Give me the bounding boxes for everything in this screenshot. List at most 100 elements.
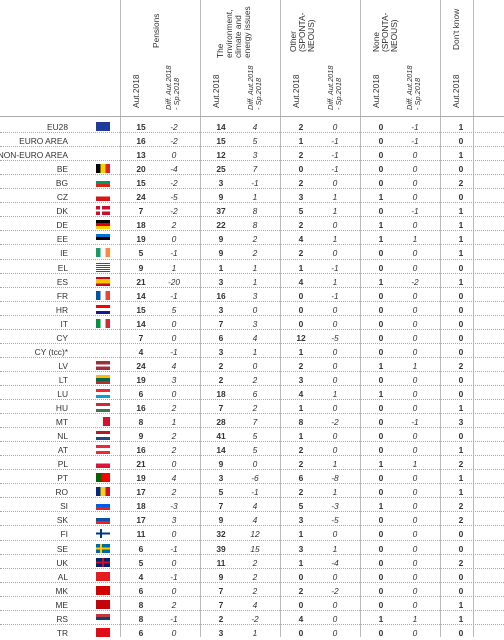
diff-value-cell: 0	[332, 599, 338, 610]
diff-value-cell: -1	[251, 178, 259, 189]
aut-value-cell: 1	[378, 501, 384, 512]
aut-value-cell: 1	[378, 613, 384, 624]
row-divider	[0, 539, 504, 541]
aut-value-cell: 21	[136, 276, 146, 287]
aut-value-cell: 0	[298, 318, 304, 329]
table-row: DK 7 -2 37 8 5 1 0 -1 1	[0, 203, 504, 218]
country-name: PT	[57, 473, 68, 484]
country-name: CY (tcc)*	[34, 346, 68, 357]
row-divider	[0, 497, 504, 499]
aut-value-cell: 0	[378, 417, 384, 428]
row-divider	[0, 384, 504, 386]
tr-flag-icon	[96, 627, 110, 637]
diff-value-cell: -1	[170, 543, 178, 554]
country-name: LT	[58, 374, 68, 385]
aut-value-cell: 2	[298, 360, 304, 371]
aut-value-cell: 14	[136, 318, 146, 329]
diff-value-cell: 1	[412, 613, 418, 624]
aut-value-cell: 0	[378, 346, 384, 357]
be-flag-icon	[96, 164, 110, 174]
aut-value-cell: 0	[298, 304, 304, 315]
aut-value-cell: 0	[458, 529, 464, 540]
diff-value-cell: 8	[252, 206, 258, 217]
table-row: BE 20 -4 25 7 0 -1 0 0 0	[0, 161, 504, 176]
table-row: EURO AREA 16 -2 15 5 1 -1 0 -1 0	[0, 133, 504, 148]
grid-line	[360, 0, 361, 637]
aut-value-cell: 15	[216, 136, 226, 147]
row-divider	[0, 356, 504, 358]
country-name: HR	[55, 304, 68, 315]
diff-value-cell: 1	[171, 262, 177, 273]
country-name: UK	[56, 557, 68, 568]
diff-value-cell: -2	[170, 122, 178, 132]
aut-value-cell: 2	[298, 585, 304, 596]
mk-flag-icon	[96, 585, 110, 595]
table-row: SK 17 3 9 4 3 -5 0 0 2	[0, 512, 504, 527]
aut-value-cell: 17	[136, 487, 146, 498]
aut-value-cell: 0	[458, 332, 464, 343]
aut-value-cell: 32	[216, 529, 226, 540]
country-name: SE	[56, 543, 68, 554]
diff-value-cell: -6	[251, 473, 259, 484]
row-divider	[0, 160, 504, 162]
pl-flag-icon	[96, 459, 110, 469]
diff-value-cell: 0	[171, 234, 177, 245]
aut-value-cell: 0	[378, 178, 384, 189]
country-name: AL	[57, 571, 68, 582]
aut-value-cell: 0	[458, 304, 464, 315]
diff-value-cell: -2	[331, 585, 339, 596]
aut-value-cell: 4	[298, 388, 304, 399]
aut-value-cell: 0	[458, 136, 464, 147]
grid-line	[440, 0, 441, 637]
country-name: ES	[56, 276, 68, 287]
aut-value-cell: 0	[458, 388, 464, 399]
table-row: CY 7 0 6 4 12 -5 0 0 0	[0, 330, 504, 345]
diff-value-cell: -1	[411, 122, 419, 132]
row-divider	[0, 132, 504, 134]
aut-value-cell: 21	[136, 459, 146, 470]
diff-value-cell: -1	[331, 136, 339, 147]
aut-value-cell: 0	[378, 557, 384, 568]
diff-value-cell: 0	[332, 248, 338, 259]
aut-value-cell: 1	[458, 487, 464, 498]
aut-value-cell: 1	[298, 262, 304, 273]
row-divider	[0, 146, 504, 148]
grid-line	[473, 0, 474, 637]
aut-value-cell: 2	[458, 178, 464, 189]
aut-value-cell: 17	[136, 515, 146, 526]
aut-value-cell: 0	[378, 403, 384, 413]
aut-value-cell: 19	[136, 234, 146, 245]
aut-value-cell: 1	[378, 360, 384, 371]
hu-flag-icon	[96, 403, 110, 412]
diff-value-cell: 0	[412, 262, 418, 273]
table-row: PT 19 4 3 -6 6 -8 0 0 1	[0, 470, 504, 485]
country-name: PL	[57, 459, 68, 470]
diff-value-cell: -1	[170, 290, 178, 301]
subheader-aut-pensions: Aut.2018	[131, 74, 141, 108]
country-name: MT	[55, 417, 68, 428]
row-divider	[0, 413, 504, 415]
diff-value-cell: -4	[331, 557, 339, 568]
table-row: NL 9 2 41 5 1 0 0 0 0	[0, 428, 504, 443]
diff-value-cell: 0	[332, 529, 338, 540]
aut-value-cell: 24	[136, 360, 146, 371]
diff-value-cell: 0	[332, 346, 338, 357]
diff-value-cell: -1	[411, 417, 419, 428]
aut-value-cell: 6	[298, 473, 304, 484]
diff-value-cell: 0	[412, 388, 418, 399]
diff-value-cell: 1	[252, 346, 258, 357]
aut-value-cell: 0	[378, 248, 384, 259]
si-flag-icon	[96, 501, 110, 511]
header-none: None (SPONTA- NEOUS)	[371, 12, 399, 52]
aut-value-cell: 0	[298, 290, 304, 301]
aut-value-cell: 13	[136, 150, 146, 161]
diff-value-cell: 7	[252, 164, 258, 175]
table-row: LT 19 3 2 2 3 0 0 0 0	[0, 372, 504, 387]
diff-value-cell: 0	[332, 360, 338, 371]
aut-value-cell: 7	[218, 403, 224, 413]
aut-value-cell: 2	[298, 445, 304, 456]
country-name: RS	[56, 613, 68, 624]
aut-value-cell: 6	[138, 627, 144, 638]
aut-value-cell: 0	[378, 304, 384, 315]
aut-value-cell: 2	[298, 220, 304, 231]
